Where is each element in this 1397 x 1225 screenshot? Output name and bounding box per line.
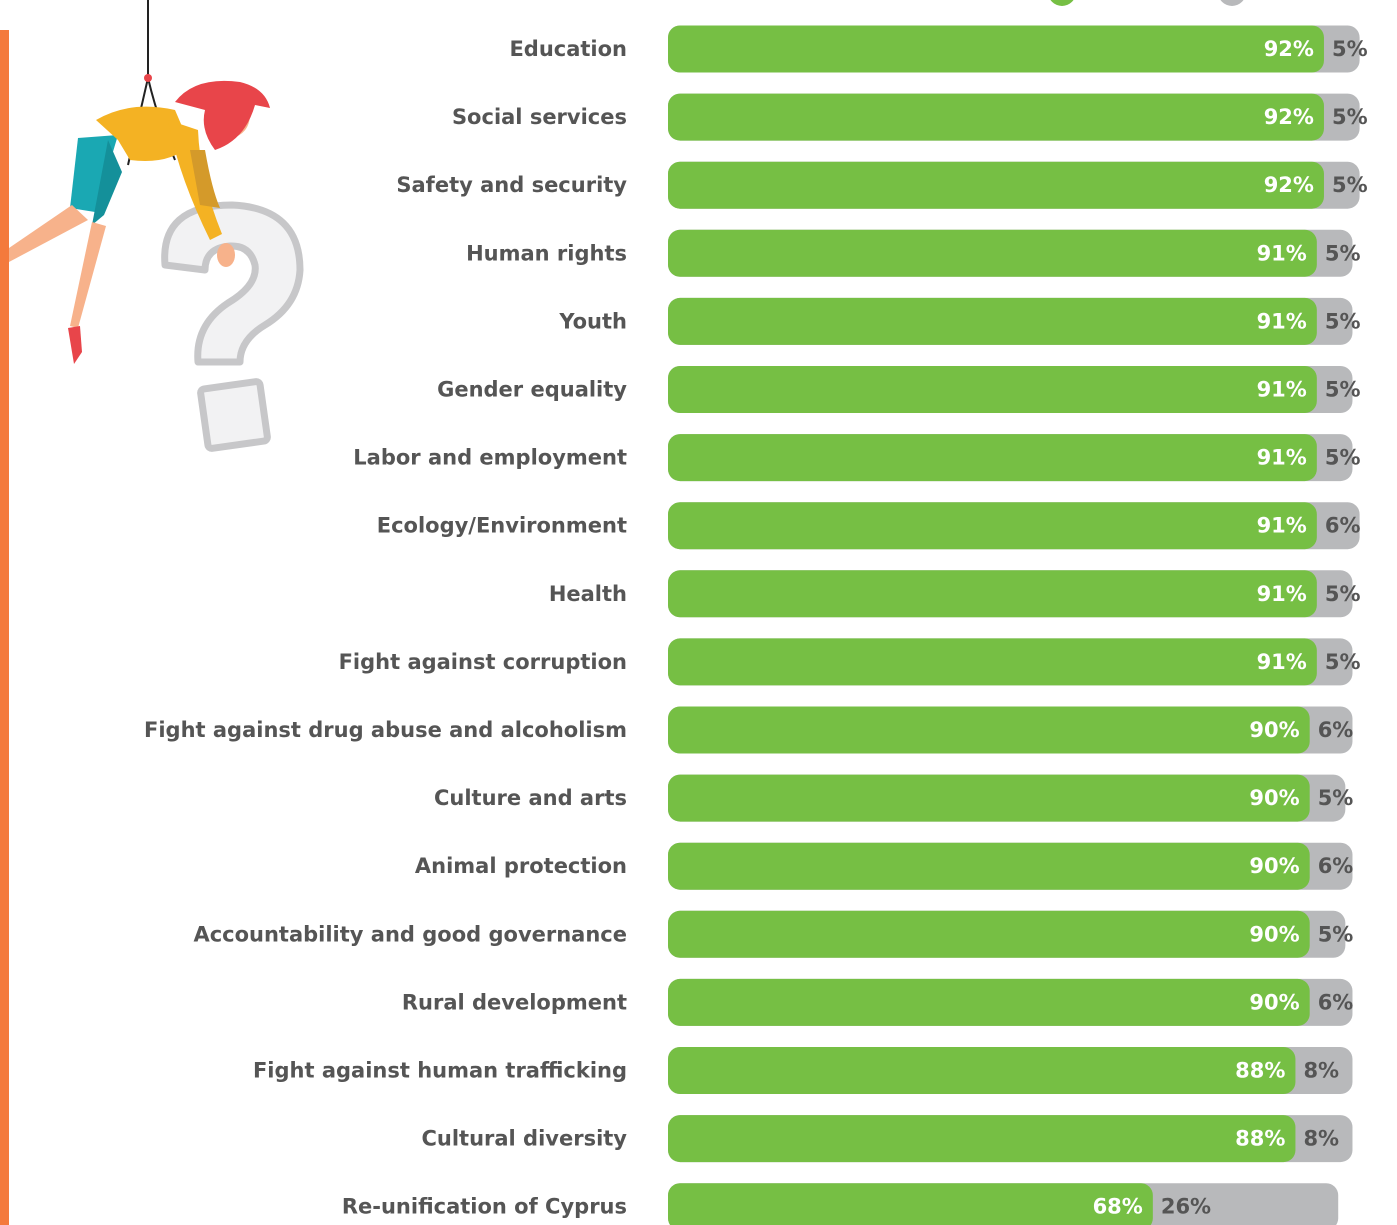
data-label-series-1-2: 92%: [1264, 173, 1314, 197]
data-label-series-1-12: 90%: [1249, 854, 1299, 878]
person-hanging-from-rope-with-question-mark-icon: [9, 0, 304, 452]
bar-series-1-16: [668, 1115, 1296, 1163]
data-label-series-1-10: 90%: [1249, 718, 1299, 742]
data-label-series-1-8: 91%: [1257, 582, 1307, 606]
data-label-series-2-13: 5%: [1318, 922, 1354, 946]
data-label-series-2-5: 5%: [1325, 378, 1361, 402]
data-label-series-2-4: 5%: [1325, 309, 1361, 333]
category-label-15: Fight against human trafficking: [253, 1059, 627, 1083]
bar-series-1-1: [668, 93, 1324, 141]
bar-series-1-12: [668, 842, 1310, 890]
category-label-1: Social services: [452, 105, 627, 129]
category-label-11: Culture and arts: [434, 786, 627, 810]
bar-series-1-15: [668, 1047, 1296, 1094]
data-label-series-2-14: 6%: [1318, 990, 1354, 1014]
data-label-series-2-1: 5%: [1332, 105, 1368, 129]
data-label-series-2-6: 5%: [1325, 446, 1361, 470]
bar-series-1-3: [668, 229, 1317, 277]
data-label-series-1-11: 90%: [1249, 786, 1299, 810]
data-label-series-1-0: 92%: [1264, 37, 1314, 61]
data-label-series-1-5: 91%: [1257, 378, 1307, 402]
data-label-series-1-7: 91%: [1257, 514, 1307, 538]
data-label-series-1-17: 68%: [1093, 1195, 1143, 1219]
category-label-0: Education: [509, 37, 627, 61]
category-label-16: Cultural diversity: [421, 1127, 627, 1151]
category-label-12: Animal protection: [415, 854, 627, 878]
data-label-series-1-4: 91%: [1257, 309, 1307, 333]
data-label-series-1-3: 91%: [1257, 241, 1307, 265]
data-label-series-2-8: 5%: [1325, 582, 1361, 606]
data-label-series-1-16: 88%: [1235, 1127, 1285, 1151]
category-label-4: Youth: [558, 309, 627, 333]
data-label-series-1-14: 90%: [1249, 990, 1299, 1014]
data-label-series-1-15: 88%: [1235, 1059, 1285, 1083]
category-label-14: Rural development: [402, 990, 627, 1014]
legend-marker-series-1: [1050, 0, 1074, 6]
bar-series-1-0: [668, 25, 1324, 73]
bar-series-1-8: [668, 570, 1317, 618]
data-label-series-2-0: 5%: [1332, 37, 1368, 61]
bar-series-1-7: [668, 502, 1317, 550]
category-label-13: Accountability and good governance: [193, 922, 627, 946]
bar-series-1-11: [668, 774, 1310, 822]
data-label-series-2-2: 5%: [1332, 173, 1368, 197]
category-label-5: Gender equality: [437, 378, 627, 402]
bar-series-1-2: [668, 161, 1324, 209]
data-label-series-2-16: 8%: [1303, 1127, 1339, 1151]
bar-series-1-5: [668, 366, 1317, 413]
bar-series-1-4: [668, 297, 1317, 345]
category-label-10: Fight against drug abuse and alcoholism: [144, 718, 627, 742]
data-label-series-1-9: 91%: [1257, 650, 1307, 674]
category-label-2: Safety and security: [396, 173, 627, 197]
category-label-17: Re-unification of Cyprus: [342, 1195, 627, 1219]
bar-series-1-14: [668, 978, 1310, 1026]
data-label-series-1-6: 91%: [1257, 446, 1307, 470]
data-label-series-2-10: 6%: [1318, 718, 1354, 742]
category-label-6: Labor and employment: [353, 446, 627, 470]
data-label-series-2-17: 26%: [1161, 1195, 1211, 1219]
legend: [1050, 0, 1244, 6]
data-label-series-2-11: 5%: [1318, 786, 1354, 810]
category-label-9: Fight against corruption: [339, 650, 627, 674]
data-label-series-2-3: 5%: [1325, 241, 1361, 265]
bar-series-1-17: [668, 1183, 1153, 1225]
bar-series-1-13: [668, 910, 1310, 958]
orange-side-stripe: [0, 30, 9, 1225]
data-label-series-1-1: 92%: [1264, 105, 1314, 129]
data-label-series-2-15: 8%: [1303, 1059, 1339, 1083]
data-label-series-1-13: 90%: [1249, 922, 1299, 946]
category-label-8: Health: [549, 582, 627, 606]
bar-series-1-9: [668, 638, 1317, 686]
legend-marker-series-2: [1220, 0, 1244, 6]
data-label-series-2-12: 6%: [1318, 854, 1354, 878]
bar-series-1-6: [668, 434, 1317, 482]
category-label-3: Human rights: [466, 241, 627, 265]
data-label-series-2-7: 6%: [1325, 514, 1361, 538]
data-label-series-2-9: 5%: [1325, 650, 1361, 674]
bar-series-1-10: [668, 706, 1310, 754]
category-label-7: Ecology/Environment: [377, 514, 627, 538]
